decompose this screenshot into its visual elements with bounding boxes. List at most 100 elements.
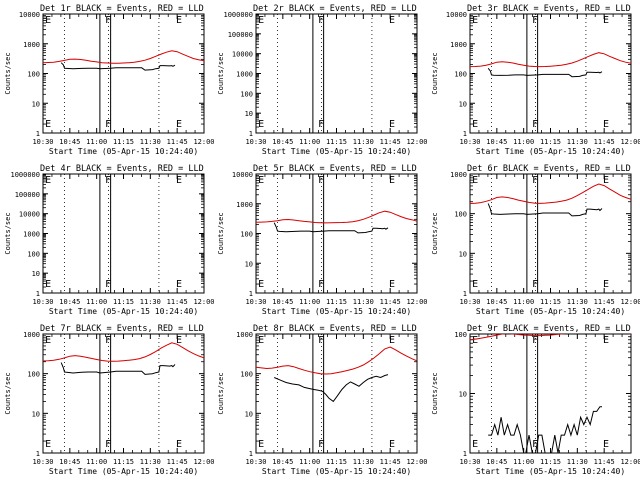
x-tick-label: 11:15	[113, 138, 134, 146]
x-tick-label: 11:30	[140, 458, 161, 466]
x-tick-label: 12:00	[620, 298, 640, 306]
flag-label-bottom: F	[532, 439, 538, 450]
x-tick-label: 11:30	[567, 458, 588, 466]
x-tick-label: 11:00	[299, 298, 320, 306]
y-tick-label: 1000	[23, 41, 40, 49]
flag-label-top: E	[45, 15, 51, 26]
x-tick-label: 11:15	[540, 138, 561, 146]
x-tick-label: 11:00	[299, 458, 320, 466]
x-tick-label: 10:45	[272, 458, 293, 466]
x-tick-label: 11:00	[513, 138, 534, 146]
y-tick-label: 1000	[450, 41, 467, 49]
x-tick-label: 11:15	[326, 138, 347, 146]
flag-label-top: F	[532, 335, 538, 346]
panel-title: Det 5r BLACK = Events, RED = LLD	[253, 164, 417, 174]
y-tick-label: 10000	[19, 211, 40, 219]
plot-frame	[469, 13, 632, 134]
flag-label-bottom: E	[472, 279, 478, 290]
y-axis-label: Counts/sec	[217, 52, 225, 94]
y-tick-label: 100	[454, 331, 467, 339]
y-tick-label: 100	[27, 250, 40, 258]
flag-label-top: E	[472, 335, 478, 346]
flag-label-top: E	[176, 175, 182, 186]
flag-label-bottom: E	[389, 279, 395, 290]
flag-label-top: F	[318, 335, 324, 346]
flag-label-bottom: E	[258, 439, 264, 450]
detector-panel: Det 1r BLACK = Events, RED = LLD 1 10 100 10…	[4, 4, 215, 156]
flag-label-top: F	[105, 175, 111, 186]
y-axis-label: Counts/sec	[4, 52, 12, 94]
y-tick-label: 1	[36, 450, 40, 458]
y-tick-label: 1000	[23, 231, 40, 239]
x-tick-label: 12:00	[406, 458, 427, 466]
x-tick-label: 11:15	[326, 458, 347, 466]
x-tick-label: 12:00	[406, 138, 427, 146]
flag-label-bottom: F	[105, 279, 111, 290]
detector-panel: Det 9r BLACK = Events, RED = LLD 1 10 100 10…	[431, 324, 640, 476]
plot-frame	[255, 173, 418, 294]
x-tick-label: 11:15	[540, 298, 561, 306]
y-tick-label: 100	[27, 371, 40, 379]
x-tick-label: 11:30	[353, 298, 374, 306]
flag-label-bottom: F	[105, 439, 111, 450]
y-tick-label: 10	[245, 260, 253, 268]
x-axis-label: Start Time (05-Apr-15 10:24:40)	[49, 147, 198, 156]
x-axis-label: Start Time (05-Apr-15 10:24:40)	[262, 307, 411, 316]
x-tick-label: 11:15	[326, 298, 347, 306]
flag-label-top: E	[176, 15, 182, 26]
flag-label-top: E	[603, 15, 609, 26]
flag-label-bottom: F	[318, 279, 324, 290]
plot-frame	[42, 173, 205, 294]
x-tick-label: 10:45	[59, 298, 80, 306]
y-axis-label: Counts/sec	[431, 212, 439, 254]
x-tick-label: 11:00	[86, 298, 107, 306]
flag-label-top: F	[532, 15, 538, 26]
y-tick-label: 100	[240, 371, 253, 379]
y-tick-label: 1000000	[223, 11, 253, 19]
x-axis-label: Start Time (05-Apr-15 10:24:40)	[262, 467, 411, 476]
y-tick-label: 1	[463, 290, 467, 298]
flag-label-bottom: E	[389, 439, 395, 450]
y-tick-label: 1000	[23, 331, 40, 339]
flag-label-bottom: E	[45, 119, 51, 130]
x-axis-label: Start Time (05-Apr-15 10:24:40)	[476, 467, 625, 476]
flag-label-bottom: E	[603, 279, 609, 290]
x-tick-label: 11:00	[513, 458, 534, 466]
flag-label-top: E	[258, 335, 264, 346]
x-tick-label: 11:45	[167, 138, 188, 146]
y-tick-label: 10	[459, 100, 467, 108]
flag-label-bottom: E	[45, 439, 51, 450]
y-tick-label: 10000	[232, 51, 253, 59]
y-tick-label: 100	[27, 71, 40, 79]
x-tick-label: 10:30	[459, 298, 480, 306]
x-tick-label: 11:15	[113, 298, 134, 306]
y-tick-label: 10	[459, 250, 467, 258]
flag-label-bottom: F	[318, 119, 324, 130]
flag-label-bottom: E	[472, 119, 478, 130]
flag-label-top: E	[603, 335, 609, 346]
x-tick-label: 11:45	[380, 138, 401, 146]
y-tick-label: 10	[245, 110, 253, 118]
y-axis-label: Counts/sec	[4, 372, 12, 414]
x-tick-label: 12:00	[406, 298, 427, 306]
y-axis-label: Counts/sec	[431, 52, 439, 94]
panel-title: Det 2r BLACK = Events, RED = LLD	[253, 4, 417, 14]
x-tick-label: 12:00	[193, 298, 214, 306]
lld-series-line	[256, 346, 417, 375]
flag-label-bottom: E	[176, 279, 182, 290]
flag-label-top: F	[532, 175, 538, 186]
x-tick-label: 11:45	[594, 298, 615, 306]
y-tick-label: 10	[32, 270, 40, 278]
x-tick-label: 11:45	[167, 458, 188, 466]
y-tick-label: 10000	[19, 11, 40, 19]
flag-label-top: E	[45, 175, 51, 186]
flag-label-top: E	[45, 335, 51, 346]
x-tick-label: 10:45	[59, 138, 80, 146]
x-tick-label: 11:30	[140, 298, 161, 306]
y-axis-label: Counts/sec	[217, 372, 225, 414]
x-tick-label: 10:30	[459, 138, 480, 146]
x-tick-label: 10:30	[32, 458, 53, 466]
events-series-line	[487, 67, 603, 78]
events-series-line	[60, 62, 176, 71]
x-tick-label: 10:30	[459, 458, 480, 466]
